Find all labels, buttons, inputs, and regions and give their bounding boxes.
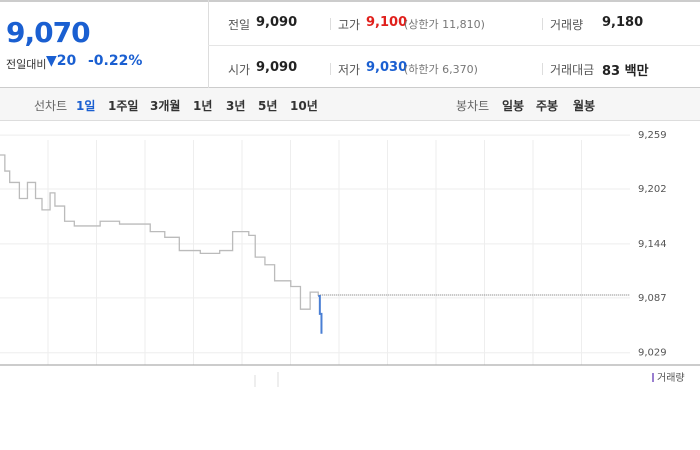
chart: 9,259 9,202 9,144 9,087 9,029 거래량 bbox=[0, 130, 700, 387]
stat-label: 거래대금 bbox=[550, 63, 595, 77]
legend-label: 거래량 bbox=[657, 372, 685, 384]
stat-value: 83 백만 bbox=[602, 64, 649, 79]
change-pct: -0.22% bbox=[88, 53, 143, 69]
stat-label: 고가 bbox=[338, 18, 361, 32]
period-button[interactable]: 월봉 bbox=[573, 99, 596, 113]
separator bbox=[542, 18, 543, 30]
stat-label: 전일 bbox=[228, 18, 251, 32]
divider bbox=[208, 45, 700, 46]
price-line bbox=[318, 294, 323, 334]
change: ▼20 bbox=[46, 53, 77, 69]
period-button[interactable]: 10년 bbox=[290, 99, 318, 113]
stat-label: 저가 bbox=[338, 63, 361, 77]
y-tick-label: 9,259 bbox=[638, 130, 667, 141]
stat-label: 시가 bbox=[228, 63, 251, 77]
separator bbox=[542, 63, 543, 75]
period-button[interactable]: 주봉 bbox=[536, 99, 559, 113]
period-button[interactable]: 3년 bbox=[226, 99, 246, 113]
stat-value: 9,030 bbox=[366, 60, 408, 75]
y-tick-label: 9,087 bbox=[638, 293, 667, 304]
y-tick-label: 9,202 bbox=[638, 184, 667, 195]
stat-value: 9,090 bbox=[256, 60, 298, 75]
period-button[interactable]: 1주일 bbox=[108, 99, 139, 113]
toolbar bbox=[0, 88, 700, 121]
period-button[interactable]: 5년 bbox=[258, 99, 278, 113]
toolbar-label: 선차트 bbox=[34, 99, 68, 113]
summary-panel bbox=[0, 0, 700, 88]
y-tick-label: 9,029 bbox=[638, 348, 667, 359]
price: 9,070 bbox=[6, 16, 91, 49]
period-button[interactable]: 일봉 bbox=[502, 99, 525, 113]
separator bbox=[330, 18, 331, 30]
y-tick-label: 9,144 bbox=[638, 239, 667, 250]
stat-extra: (상한가 11,810) bbox=[404, 18, 485, 31]
period-button[interactable]: 1일 bbox=[76, 99, 96, 113]
separator bbox=[330, 63, 331, 75]
divider bbox=[208, 0, 209, 88]
stat-value: 9,100 bbox=[366, 15, 408, 30]
stat-value: 9,090 bbox=[256, 15, 298, 30]
stat-value: 9,180 bbox=[602, 15, 644, 30]
change-label: 전일대비 bbox=[6, 58, 47, 71]
stat-extra: (하한가 6,370) bbox=[404, 63, 478, 76]
toolbar-label: 봉차트 bbox=[456, 99, 490, 113]
price-line bbox=[0, 154, 319, 310]
period-button[interactable]: 3개월 bbox=[150, 99, 181, 113]
stat-label: 거래량 bbox=[550, 18, 584, 32]
period-button[interactable]: 1년 bbox=[193, 99, 213, 113]
legend-swatch bbox=[652, 373, 654, 382]
